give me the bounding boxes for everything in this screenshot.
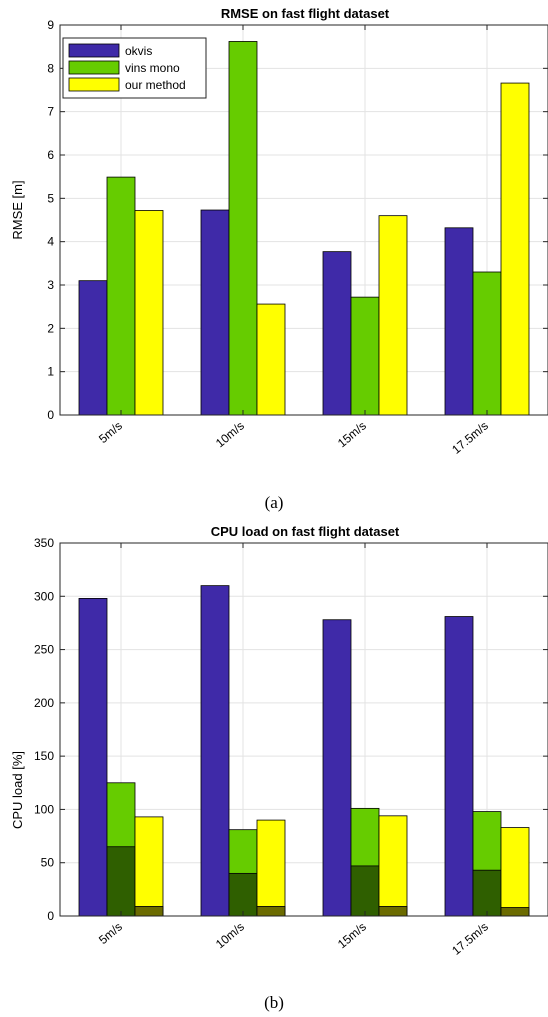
x-tick-label: 5m/s [96, 419, 125, 446]
bar-okvis [78, 280, 108, 416]
x-tick-label: 10m/s [213, 419, 247, 451]
legend-swatch [68, 77, 120, 92]
y-tick-label: 6 [47, 148, 54, 162]
y-tick-label: 200 [34, 696, 54, 710]
y-tick-label: 4 [47, 235, 54, 249]
bar-our-method [500, 82, 530, 416]
bar-vins-mono [350, 296, 380, 416]
plot-frame [59, 24, 548, 416]
y-tick-label: 7 [47, 105, 54, 119]
bar-okvis [444, 227, 474, 416]
bar-vins-mono-lower [228, 872, 258, 917]
chart-title: RMSE on fast flight dataset [221, 6, 390, 21]
bar-okvis [322, 619, 352, 917]
y-tick-label: 2 [47, 321, 54, 335]
bar-okvis [322, 251, 352, 416]
bar-our-method [256, 819, 286, 917]
bar-vins-mono-lower [350, 865, 380, 917]
bar-vins-mono [472, 271, 502, 416]
legend-swatch [68, 60, 120, 75]
y-tick-label: 0 [47, 909, 54, 923]
bar-our-method-lower [378, 906, 408, 917]
bar-our-method [500, 827, 530, 917]
figure-caption: (b) [264, 993, 284, 1012]
chart-title: CPU load on fast flight dataset [211, 524, 400, 539]
legend-entry: okvis [125, 44, 152, 58]
y-tick-label: 250 [34, 643, 54, 657]
legend-entry: our method [125, 78, 186, 92]
bar-our-method-lower [256, 906, 286, 917]
y-axis-label: RMSE [m] [10, 180, 25, 239]
chart-cpu-load: CPU load on fast flight dataset CPU load… [10, 524, 548, 1012]
legend-swatch [68, 43, 120, 58]
bar-okvis [78, 598, 108, 917]
chart-rmse: RMSE on fast flight dataset RMSE [m] (a)… [10, 6, 548, 512]
y-tick-label: 8 [47, 61, 54, 75]
x-tick-label: 17.5m/s [449, 920, 491, 958]
bar-our-method [378, 815, 408, 917]
y-tick-label: 300 [34, 589, 54, 603]
bar-okvis [444, 616, 474, 917]
bar-vins-mono [228, 41, 258, 416]
bar-our-method [256, 303, 286, 416]
x-tick-label: 10m/s [213, 920, 247, 952]
y-tick-label: 50 [41, 856, 55, 870]
y-tick-label: 1 [47, 365, 54, 379]
plot-frame [59, 542, 548, 917]
bar-our-method [134, 816, 164, 917]
y-tick-label: 5 [47, 191, 54, 205]
y-axis-label: CPU load [%] [10, 751, 25, 829]
bar-vins-mono-lower [472, 869, 502, 917]
y-tick-label: 150 [34, 749, 54, 763]
y-tick-label: 9 [47, 18, 54, 32]
legend-entry: vins mono [125, 61, 180, 75]
bar-vins-mono [106, 176, 136, 416]
x-tick-label: 5m/s [96, 920, 125, 947]
bar-okvis [200, 585, 230, 917]
legend: okvis vins mono our method [62, 37, 207, 99]
bar-our-method-lower [500, 907, 530, 917]
y-tick-label: 0 [47, 408, 54, 422]
bar-okvis [200, 209, 230, 416]
bar-our-method-lower [134, 906, 164, 917]
bar-our-method [134, 210, 164, 416]
figure-caption: (a) [265, 493, 284, 512]
x-tick-label: 15m/s [335, 419, 369, 451]
bar-vins-mono-lower [106, 846, 136, 917]
bar-our-method [378, 215, 408, 416]
y-tick-label: 350 [34, 536, 54, 550]
y-tick-label: 100 [34, 802, 54, 816]
x-tick-label: 15m/s [335, 920, 369, 952]
y-tick-label: 3 [47, 278, 54, 292]
x-tick-label: 17.5m/s [449, 419, 491, 457]
